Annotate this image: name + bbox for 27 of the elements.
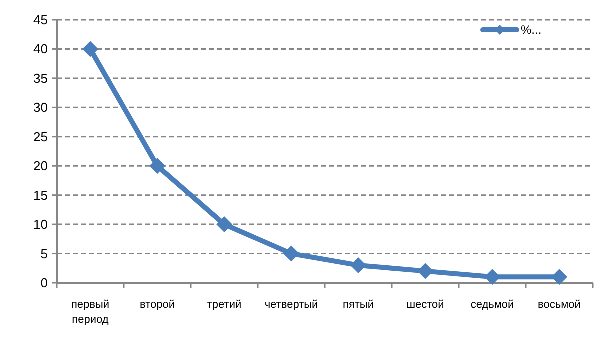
point	[418, 263, 434, 280]
x-tick-label: пятый	[342, 299, 374, 311]
x-tick-label: второй	[140, 299, 176, 311]
y-tick-label: 40	[34, 42, 48, 57]
y-tick-label: 45	[34, 12, 48, 28]
point	[284, 246, 300, 262]
y-tick-label: 10	[34, 217, 48, 232]
legend-label: %...	[521, 23, 542, 37]
y-tick-label: 30	[34, 100, 48, 116]
x-tick-label: восьмой	[538, 299, 581, 311]
y-tick-label: 5	[40, 246, 48, 262]
point	[552, 269, 568, 286]
y-tick-label: 35	[34, 70, 48, 86]
x-tick-label: первый период	[71, 299, 110, 326]
x-tick-label: третий	[207, 299, 242, 311]
x-tick-label: шестой	[406, 299, 444, 311]
point	[216, 216, 232, 233]
y-tick-label: 15	[34, 188, 48, 203]
point	[350, 257, 366, 274]
point	[150, 158, 166, 174]
y-tick-label: 0	[40, 276, 48, 290]
point	[484, 269, 500, 286]
point	[82, 41, 98, 58]
x-tick-label: четвертый	[264, 299, 318, 311]
x-tick-label: седьмой	[470, 299, 514, 311]
y-tick-label: 20	[34, 158, 48, 174]
y-tick-label: 25	[34, 129, 48, 144]
